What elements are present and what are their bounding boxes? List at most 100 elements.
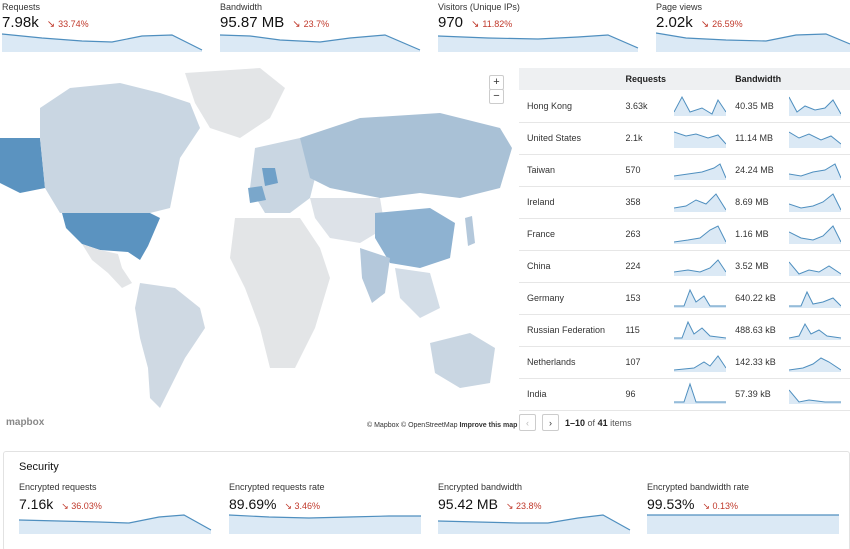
country-bandwidth: 488.63 kB [735, 314, 790, 347]
arrow-down-right-icon: ↘ [284, 501, 295, 511]
country-shape-greenland [185, 68, 285, 138]
country-shape-australia [430, 333, 495, 388]
metric-sparkline [19, 514, 212, 534]
metric-label: Bandwidth [220, 2, 263, 12]
metric-change: ↘ 36.03% [61, 501, 102, 511]
metric-sparkline [438, 514, 631, 534]
metric-encrypted-requests-rate: Encrypted requests rate 89.69% ↘ 3.46% [229, 482, 425, 542]
mapbox-attribution-link[interactable]: © Mapbox [367, 422, 400, 429]
metric-encrypted-bandwidth: Encrypted bandwidth 95.42 MB ↘ 23.8% [438, 482, 634, 542]
requests-sparkline-cell [674, 346, 736, 379]
row-sparkline [788, 131, 842, 148]
country-requests: 115 [625, 314, 675, 347]
table-row[interactable]: Germany 153 640.22 kB [519, 282, 850, 315]
table-row[interactable]: Netherlands 107 142.33 kB [519, 346, 850, 379]
country-shape-se-asia [395, 268, 440, 318]
bandwidth-sparkline-cell [789, 154, 850, 187]
row-sparkline [788, 225, 842, 244]
table-row[interactable]: Ireland 358 8.69 MB [519, 186, 850, 219]
arrow-down-right-icon: ↘ [46, 19, 56, 30]
header-requests-spark [674, 68, 736, 90]
requests-sparkline-cell [674, 186, 736, 219]
country-bandwidth: 57.39 kB [735, 378, 790, 411]
world-map[interactable] [0, 68, 512, 434]
table-row[interactable]: Russian Federation 115 488.63 kB [519, 314, 850, 347]
bandwidth-sparkline-cell [788, 250, 850, 283]
metric-value: 970 [438, 14, 464, 31]
metric-change: ↘ 26.59% [700, 19, 743, 30]
metric-change: ↘ 11.82% [471, 19, 513, 30]
metric-change: ↘ 0.13% [702, 501, 739, 511]
table-row[interactable]: Taiwan 570 24.24 MB [519, 154, 850, 187]
row-sparkline [789, 357, 842, 372]
row-sparkline [788, 389, 842, 404]
row-sparkline [789, 163, 842, 180]
bandwidth-sparkline-cell [788, 218, 850, 251]
row-sparkline [674, 163, 727, 180]
metric-encrypted-requests: Encrypted requests 7.16k ↘ 36.03% [19, 482, 215, 542]
table-row[interactable]: India 96 57.39 kB [519, 378, 850, 411]
improve-map-link[interactable]: Improve this map [459, 422, 518, 429]
metric-value: 7.16k [19, 496, 54, 512]
pagination: ‹ › 1–10 of 41 items [519, 414, 632, 431]
arrow-down-right-icon: ↘ [292, 19, 301, 30]
country-name: United States [519, 122, 626, 155]
metric-change: ↘ 3.46% [284, 501, 321, 511]
header-country [519, 68, 626, 90]
row-sparkline [789, 322, 842, 340]
zoom-out-button[interactable]: − [489, 89, 504, 104]
row-sparkline [788, 261, 842, 276]
country-requests: 358 [625, 186, 675, 219]
country-name: China [519, 250, 626, 283]
country-shape-canada [40, 83, 200, 213]
row-sparkline [789, 290, 842, 308]
row-sparkline [788, 96, 842, 116]
requests-sparkline-cell [673, 90, 736, 123]
metric-sparkline [229, 514, 421, 534]
table-row[interactable]: France 263 1.16 MB [519, 218, 850, 251]
table-row[interactable]: China 224 3.52 MB [519, 250, 850, 283]
country-requests: 3.63k [625, 90, 675, 123]
metric-change: ↘ 23.8% [505, 501, 542, 511]
requests-sparkline-cell [674, 218, 736, 251]
metric-label: Encrypted requests rate [229, 482, 325, 492]
row-sparkline [674, 131, 727, 148]
requests-sparkline-cell [674, 122, 736, 155]
metric-sparkline [220, 34, 421, 52]
bandwidth-sparkline-cell [789, 282, 850, 315]
bandwidth-sparkline-cell [789, 346, 850, 379]
metric-sparkline [647, 514, 839, 534]
row-sparkline [674, 355, 727, 372]
country-table: Requests Bandwidth Hong Kong 3.63k 40.35 M… [519, 68, 850, 411]
zoom-in-button[interactable]: + [489, 75, 504, 90]
metric-label: Encrypted bandwidth [438, 482, 523, 492]
bandwidth-sparkline-cell [788, 378, 850, 411]
next-page-button[interactable]: › [542, 414, 559, 431]
metric-value: 99.53% [647, 496, 695, 512]
row-sparkline [674, 259, 727, 276]
bandwidth-sparkline-cell [788, 122, 850, 155]
country-shape-africa [230, 218, 330, 368]
country-shape-middle-east [310, 198, 385, 243]
metric-value: 95.42 MB [438, 496, 498, 512]
osm-attribution-link[interactable]: © OpenStreetMap [400, 422, 458, 429]
arrow-down-right-icon: ↘ [61, 501, 72, 511]
country-shape-india [360, 248, 390, 303]
mapbox-logo[interactable]: mapbox [6, 417, 45, 428]
header-requests[interactable]: Requests [625, 68, 675, 90]
table-row[interactable]: Hong Kong 3.63k 40.35 MB [519, 90, 850, 123]
country-bandwidth: 40.35 MB [735, 90, 790, 123]
country-shape-china [375, 208, 455, 268]
country-name: Ireland [519, 186, 626, 219]
metric-label: Encrypted requests [19, 482, 97, 492]
table-row[interactable]: United States 2.1k 11.14 MB [519, 122, 850, 155]
requests-sparkline-cell [674, 314, 736, 347]
row-sparkline [673, 95, 727, 116]
country-shape-japan [465, 216, 475, 246]
header-bandwidth[interactable]: Bandwidth [735, 68, 790, 90]
metric-value: 95.87 MB [220, 14, 285, 31]
prev-page-button[interactable]: ‹ [519, 414, 536, 431]
world-map-canvas [0, 68, 512, 408]
metric-value: 2.02k [656, 14, 693, 31]
country-shape-russia [300, 113, 512, 198]
